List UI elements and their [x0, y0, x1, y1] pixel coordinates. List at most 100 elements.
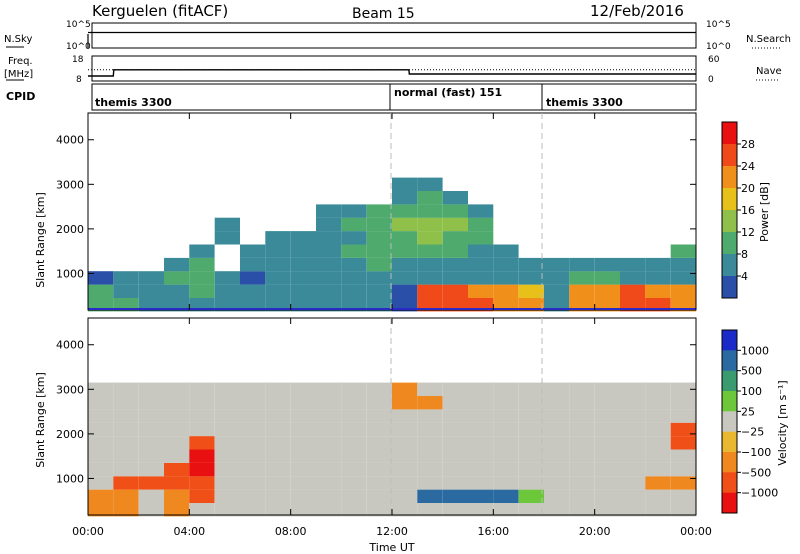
heatmap-cell	[164, 449, 190, 463]
heatmap-cell	[341, 257, 367, 272]
y-tick-label: 4000	[56, 339, 84, 352]
station-title: Kerguelen (fitACF)	[92, 2, 228, 20]
heatmap-cell	[189, 462, 215, 477]
heatmap-cell	[189, 436, 215, 450]
heatmap-cell	[316, 284, 342, 298]
velocity-ylabel: Slant Range [km]	[34, 372, 47, 468]
heatmap-cell	[138, 396, 164, 410]
velocity-heatmap	[88, 382, 696, 517]
colorbar-swatch	[722, 492, 737, 514]
heatmap-cell	[569, 284, 595, 298]
heatmap-cell	[594, 503, 620, 517]
heatmap-cell	[113, 462, 139, 477]
heatmap-cell	[392, 204, 418, 218]
y-tick-label: 1000	[56, 267, 84, 280]
heatmap-cell	[316, 436, 342, 450]
heatmap-cell	[442, 244, 468, 258]
heatmap-cell	[113, 489, 139, 503]
heatmap-cell	[544, 396, 570, 410]
x-axis-label: Time UT	[368, 541, 414, 554]
heatmap-cell	[366, 271, 392, 285]
heatmap-cell	[645, 409, 671, 423]
heatmap-cell	[290, 476, 316, 490]
heatmap-cell	[341, 217, 367, 232]
heatmap-cell	[594, 271, 620, 285]
heatmap-cell	[594, 409, 620, 423]
colorbar-tick-label: −25	[741, 426, 764, 439]
heatmap-cell	[620, 396, 646, 410]
heatmap-cell	[620, 382, 646, 396]
y-tick-label: 2000	[56, 428, 84, 441]
heatmap-cell	[518, 271, 544, 285]
heatmap-cell	[569, 409, 595, 423]
heatmap-cell	[468, 449, 494, 463]
x-tick-label: 16:00	[477, 525, 509, 538]
x-tick-label: 00:00	[72, 525, 104, 538]
heatmap-cell	[265, 422, 291, 437]
cpid-panel-frame	[91, 83, 697, 111]
heatmap-cell	[442, 462, 468, 477]
heatmap-cell	[468, 217, 494, 232]
heatmap-cell	[214, 462, 240, 477]
heatmap-cell	[442, 217, 468, 232]
heatmap-cell	[645, 436, 671, 450]
heatmap-cell	[366, 257, 392, 272]
heatmap-cell	[290, 382, 316, 396]
heatmap-cell	[113, 476, 139, 490]
heatmap-cell	[138, 462, 164, 477]
heatmap-cell	[88, 462, 114, 477]
heatmap-cell	[366, 204, 392, 218]
colorbar-swatch	[722, 232, 737, 255]
power-ylabel: Slant Range [km]	[34, 192, 47, 288]
heatmap-cell	[392, 409, 418, 423]
heatmap-cell	[392, 284, 418, 298]
heatmap-cell	[569, 396, 595, 410]
heatmap-cell	[164, 436, 190, 450]
heatmap-cell	[518, 489, 544, 503]
heatmap-cell	[468, 489, 494, 503]
heatmap-cell	[138, 271, 164, 285]
heatmap-cell	[88, 396, 114, 410]
heatmap-cell	[417, 436, 443, 450]
nsearch-tick-top: 10^5	[706, 20, 731, 30]
colorbar-frame	[721, 329, 738, 514]
heatmap-cell	[240, 422, 266, 437]
heatmap-cell	[442, 489, 468, 503]
heatmap-cell	[594, 396, 620, 410]
heatmap-cell	[265, 231, 291, 245]
heatmap-cell	[341, 489, 367, 503]
heatmap-cell	[670, 409, 696, 423]
heatmap-cell	[290, 231, 316, 245]
heatmap-cell	[392, 449, 418, 463]
heatmap-cell	[645, 284, 671, 298]
heatmap-cell	[493, 244, 519, 258]
heatmap-cell	[569, 271, 595, 285]
heatmap-cell	[316, 476, 342, 490]
heatmap-cell	[518, 462, 544, 477]
heatmap-cell	[518, 503, 544, 517]
heatmap-cell	[113, 422, 139, 437]
heatmap-cell	[417, 284, 443, 298]
heatmap-cell	[544, 382, 570, 396]
heatmap-cell	[392, 177, 418, 191]
colorbar-swatch	[722, 254, 737, 277]
heatmap-cell	[189, 244, 215, 258]
heatmap-cell	[645, 489, 671, 503]
heatmap-cell	[290, 436, 316, 450]
heatmap-cell	[290, 422, 316, 437]
heatmap-cell	[442, 257, 468, 272]
colorbar-swatch	[722, 166, 737, 189]
heatmap-cell	[468, 204, 494, 218]
heatmap-cell	[189, 449, 215, 463]
heatmap-cell	[366, 449, 392, 463]
heatmap-cell	[265, 503, 291, 517]
colorbar-tick-label: 16	[741, 204, 755, 217]
heatmap-cell	[544, 462, 570, 477]
heatmap-cell	[620, 409, 646, 423]
freq-label: Freq.	[8, 56, 33, 67]
heatmap-cell	[164, 257, 190, 272]
heatmap-cell	[214, 231, 240, 245]
nsearch-label: N.Search	[746, 34, 791, 45]
heatmap-cell	[392, 217, 418, 232]
heatmap-cell	[341, 476, 367, 490]
